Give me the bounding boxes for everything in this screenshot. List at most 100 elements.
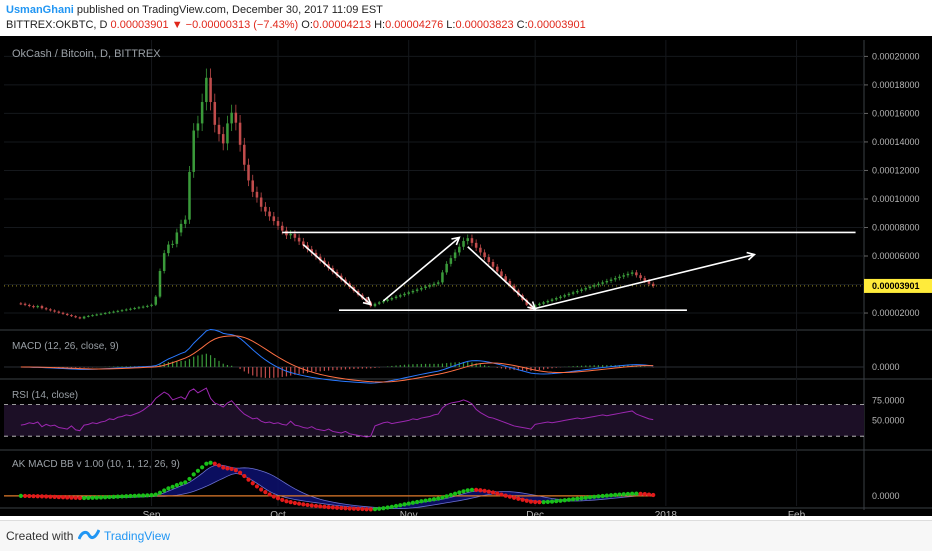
pane-layer [0,40,932,510]
ak-macd-dot [322,504,327,509]
candle-body [146,305,149,307]
candle-body [302,241,305,246]
ak-macd-dot [410,500,416,505]
ak-macd-dot [284,499,289,504]
candle-body [491,261,495,267]
ak-macd-dot [275,496,281,501]
chart-canvas[interactable]: 0.00020000 0.00018000 0.00016000 0.00014000… [0,36,932,516]
ak-macd-dot [280,497,285,502]
ak-macd-dot [305,502,310,508]
ak-macd-dot [254,484,260,489]
candle-body [453,252,457,259]
rsi-layer [4,387,864,438]
ak-macd-dot [486,489,491,494]
ak-macd-dot [579,496,584,501]
candle-body [386,299,389,301]
ak-macd-dot [419,499,424,504]
trend-arrow-up-1 [382,236,460,302]
author-link[interactable]: UsmanGhani [6,4,74,16]
candle-body [243,144,246,165]
candle-body [171,243,174,245]
candle-body [238,122,242,145]
ak-macd-dot [436,496,441,501]
candle-body [44,308,48,310]
trend-arrow-down-2 [467,246,536,310]
ak-macd-dot [22,493,28,499]
ak-macd-dot [621,492,626,497]
ak-macd-dot [541,500,546,505]
candle-body [411,290,415,293]
ak-macd-dot [364,507,369,512]
ak-macd-dot [52,494,57,499]
candle-body [61,312,65,314]
akmacd-pane-title: AK MACD BB v 1.00 (10, 1, 12, 26, 9) [12,459,180,470]
ak-macd-dot [613,492,618,497]
trend-arrow-up-1-head [451,236,461,246]
ak-macd-dot [554,499,559,504]
price-axis-label: 0.00018000 [872,80,920,90]
ak-macd-dot [545,499,550,504]
candle-body [635,272,638,276]
candle-body [103,313,107,315]
candle-body [162,253,166,271]
candle-body [133,308,136,310]
candle-body [137,307,141,309]
ak-macd-dot [250,481,255,486]
ak-macd-dot [31,494,36,499]
ak-macd-dot [575,496,580,501]
ak-macd-dot [511,495,517,500]
ak-macd-dot [347,506,352,511]
candle-body [276,221,280,226]
ak-macd-dot [288,500,293,505]
ak-macd-dot [490,490,496,495]
macd-pane-title: MACD (12, 26, close, 9) [12,341,119,352]
ak-macd-dot [149,493,154,498]
ak-macd-dot [221,465,226,470]
ak-macd-dot [457,490,462,495]
ak-macd-dot [398,503,403,508]
ak-macd-dot [98,495,104,500]
candle-body [483,252,486,258]
candle-body [221,134,225,144]
footer-bar: Created with TradingView [0,520,932,551]
candle-body [82,316,86,319]
candle-body [554,298,558,300]
time-axis-label: 2018 [655,510,678,516]
candle-body [546,300,550,303]
rsi-line [20,387,654,438]
price-layer [4,68,656,512]
tradingview-link[interactable]: TradingView [104,529,171,543]
ak-macd-dot [90,495,95,500]
candle-body [571,292,575,294]
candle-body [474,242,478,248]
candle-body [247,164,250,181]
candle-body [226,123,229,144]
ak-macd-dot [170,484,175,489]
trend-arrow-down-2-head [527,301,537,311]
ak-macd-dot [212,461,217,466]
ak-macd-dot [81,495,87,501]
ak-macd-dot [77,495,82,501]
ak-macd-dot [482,488,487,493]
ak-axis-label: 0.0000 [872,491,900,501]
candle-body [40,306,44,309]
candle-body [576,290,579,293]
price-axis-label: 0.00002000 [872,308,920,318]
ak-macd-dot [103,495,108,500]
rsi-axis-label: 75.0000 [872,396,905,406]
candle-body [108,312,111,314]
price-axis-label: 0.00010000 [872,194,920,204]
candle-body [449,258,453,264]
ak-macd-dot [246,477,251,482]
time-axis-label: Nov [400,510,418,516]
ak-macd-dot [271,494,276,499]
ak-macd-dot [406,501,411,506]
time-axis-label: Oct [270,510,286,516]
rsi-pane-title: RSI (14, close) [12,390,78,401]
ak-macd-dot [516,496,521,501]
candle-body [609,279,613,281]
candle-body [91,315,94,317]
candle-body [175,232,179,244]
candle-body [78,317,82,319]
open-label: O: [301,19,313,31]
